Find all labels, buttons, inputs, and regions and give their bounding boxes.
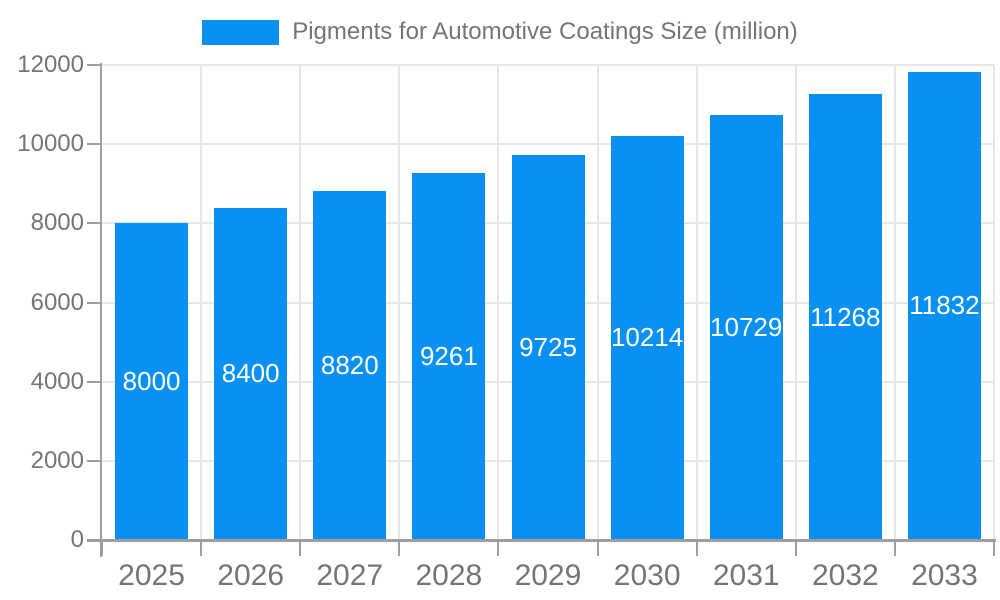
x-gridline — [695, 65, 698, 540]
bar-value-label: 8400 — [221, 358, 280, 389]
bar-value-label: 10214 — [610, 322, 684, 353]
x-axis-tick-label: 2033 — [911, 559, 978, 592]
bar-2026[interactable]: 8400 — [214, 207, 288, 540]
x-axis-line — [87, 539, 996, 542]
x-axis-tick — [200, 540, 203, 556]
x-gridline — [993, 65, 995, 540]
bar-2028[interactable]: 9261 — [412, 173, 486, 540]
x-axis-tick-label: 2027 — [316, 559, 384, 592]
x-gridline — [596, 65, 599, 540]
y-axis-tick-label: 0 — [70, 526, 84, 553]
x-gridline — [398, 65, 401, 540]
bar-2033[interactable]: 11832 — [907, 71, 981, 540]
legend-series-label: Pigments for Automotive Coatings Size (m… — [292, 18, 798, 45]
x-gridline — [794, 65, 797, 540]
x-axis-tick — [398, 540, 401, 556]
x-axis-tick — [794, 540, 797, 556]
y-axis-tick-label: 4000 — [30, 367, 84, 395]
x-gridline — [200, 65, 203, 540]
x-axis-tick — [993, 540, 995, 556]
x-axis-tick-label: 2025 — [118, 559, 185, 592]
y-axis-tick-label: 10000 — [17, 130, 84, 158]
y-axis-tick-label: 6000 — [30, 288, 84, 316]
y-axis-tick-label: 2000 — [30, 446, 84, 474]
x-axis-tick — [299, 540, 302, 556]
bar-2027[interactable]: 8820 — [313, 190, 387, 540]
y-axis-tick — [87, 143, 102, 146]
x-axis-tick — [695, 540, 698, 556]
x-axis-tick — [596, 540, 599, 556]
x-axis-tick-label: 2031 — [712, 559, 780, 592]
y-axis-tick-label: 12000 — [17, 51, 84, 78]
y-gridline — [102, 143, 994, 146]
bar-value-label: 11268 — [810, 301, 881, 332]
bar-value-label: 11832 — [909, 290, 980, 321]
x-gridline — [299, 65, 302, 540]
x-gridline — [497, 65, 500, 540]
legend[interactable]: Pigments for Automotive Coatings Size (m… — [0, 12, 1000, 52]
legend-color-swatch — [202, 19, 280, 45]
x-gridline — [893, 65, 896, 540]
bar-value-label: 10729 — [710, 312, 783, 343]
bar-2025[interactable]: 8000 — [115, 223, 189, 540]
x-axis-tick-label: 2028 — [415, 559, 483, 592]
bar-value-label: 8820 — [320, 349, 379, 380]
x-axis-tick-label: 2032 — [811, 559, 879, 592]
y-axis-tick-label: 8000 — [30, 209, 84, 237]
x-axis-tick-label: 2026 — [217, 559, 285, 592]
x-axis-tick-label: 2029 — [514, 559, 582, 592]
x-axis-tick-label: 2030 — [613, 559, 681, 592]
x-axis-tick — [101, 540, 103, 556]
bar-2029[interactable]: 9725 — [511, 155, 585, 540]
y-axis-tick — [87, 301, 102, 304]
y-axis-line — [100, 63, 102, 557]
y-axis-tick — [87, 380, 102, 383]
bar-2032[interactable]: 11268 — [808, 94, 882, 540]
bar-2030[interactable]: 10214 — [610, 135, 684, 540]
bar-value-label: 9725 — [519, 332, 577, 363]
x-axis-tick — [497, 540, 500, 556]
x-axis-tick — [893, 540, 896, 556]
bar-2031[interactable]: 10729 — [709, 115, 783, 540]
bar-value-label: 8000 — [122, 366, 181, 397]
bar-value-label: 9261 — [419, 341, 478, 372]
y-axis-tick — [87, 459, 102, 462]
y-axis-tick — [87, 222, 102, 225]
y-axis-tick — [87, 64, 102, 66]
y-gridline — [102, 64, 994, 66]
